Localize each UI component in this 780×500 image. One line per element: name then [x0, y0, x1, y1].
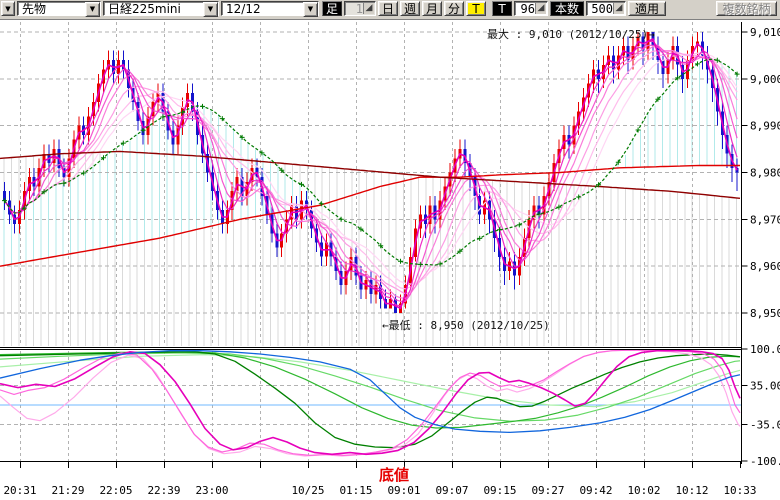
- min-price-annotation: ←最低 : 8,950 (2012/10/25): [382, 319, 550, 332]
- green-ma-layer: [2, 57, 740, 267]
- spinner-icon[interactable]: ◢: [613, 3, 624, 14]
- market-value: 先物: [22, 2, 47, 16]
- bar-count-button[interactable]: 本数: [550, 1, 584, 16]
- svg-text:09:15: 09:15: [483, 484, 516, 497]
- svg-text:22:39: 22:39: [147, 484, 180, 497]
- max-price-annotation: 最大 : 9,010 (2012/10/25)→: [487, 28, 655, 41]
- svg-text:35.00: 35.00: [750, 379, 780, 392]
- spinner-icon[interactable]: ◢: [363, 3, 374, 14]
- svg-text:-35.0: -35.0: [750, 419, 780, 432]
- axis-layer: 9,010 9,000 8,990 8,980 8,970 8,960 8,950 100.0…: [3, 22, 780, 497]
- svg-text:-100.: -100.: [750, 455, 780, 468]
- svg-text:8,980: 8,980: [750, 167, 780, 180]
- bottom-price-label: 底値: [379, 466, 410, 484]
- svg-text:10:33: 10:33: [723, 484, 756, 497]
- svg-text:100.0: 100.0: [750, 343, 780, 356]
- svg-text:8,960: 8,960: [750, 260, 780, 273]
- t-mode-button[interactable]: T: [492, 1, 512, 16]
- svg-text:10/25: 10/25: [291, 484, 324, 497]
- spinner-icon[interactable]: ◢: [535, 3, 546, 14]
- svg-text:09:42: 09:42: [579, 484, 612, 497]
- day-button[interactable]: 日: [378, 1, 398, 16]
- svg-text:10:12: 10:12: [675, 484, 708, 497]
- contract-value: 12/12: [226, 2, 261, 16]
- count-value: 500: [591, 2, 613, 16]
- history-dropdown-button[interactable]: ▼: [1, 1, 15, 16]
- price-chart-canvas[interactable]: 9,010 9,000 8,990 8,980 8,970 8,960 8,950 100.0…: [0, 20, 780, 500]
- svg-text:22:05: 22:05: [99, 484, 132, 497]
- svg-text:8,970: 8,970: [750, 213, 780, 226]
- svg-text:9,010: 9,010: [750, 26, 780, 39]
- ashi-button[interactable]: 足: [322, 1, 342, 16]
- interval-value: 1: [355, 2, 363, 16]
- svg-text:23:00: 23:00: [195, 484, 228, 497]
- chart-area: 9,010 9,000 8,990 8,980 8,970 8,960 8,950 100.0…: [0, 20, 780, 500]
- svg-text:20:31: 20:31: [3, 484, 36, 497]
- svg-text:8,950: 8,950: [750, 307, 780, 320]
- svg-text:09:01: 09:01: [387, 484, 420, 497]
- svg-text:8,990: 8,990: [750, 120, 780, 133]
- apply-button[interactable]: 適用: [628, 1, 666, 16]
- symbol-select[interactable]: 日経225mini ▼: [103, 1, 219, 17]
- count-input[interactable]: 500 ◢: [586, 1, 626, 16]
- symbol-value: 日経225mini: [108, 2, 181, 16]
- svg-text:9,000: 9,000: [750, 73, 780, 86]
- svg-text:09:27: 09:27: [531, 484, 564, 497]
- contract-month-select[interactable]: 12/12 ▼: [221, 1, 319, 17]
- minute-button[interactable]: 分: [444, 1, 464, 16]
- bars-input[interactable]: 96 ◢: [514, 1, 548, 16]
- bars-value: 96: [520, 2, 535, 16]
- svg-text:21:29: 21:29: [51, 484, 84, 497]
- svg-text:10:02: 10:02: [627, 484, 660, 497]
- svg-text:09:07: 09:07: [435, 484, 468, 497]
- toolbar: ▼ 先物 ▼ 日経225mini ▼ 12/12 ▼ 足 1 ◢ 日 週 月 分…: [0, 0, 780, 20]
- chevron-down-icon[interactable]: ▼: [85, 2, 100, 17]
- tick-button[interactable]: T: [466, 1, 486, 16]
- sub-panel-layer: [0, 346, 742, 463]
- ma-ribbon-layer: [3, 38, 738, 310]
- chevron-down-icon[interactable]: ▼: [203, 2, 218, 17]
- chevron-down-icon[interactable]: ▼: [303, 2, 318, 17]
- hatch-layer: [3, 59, 738, 346]
- week-button[interactable]: 週: [400, 1, 420, 16]
- svg-text:01:15: 01:15: [339, 484, 372, 497]
- market-select[interactable]: 先物 ▼: [17, 1, 101, 17]
- long-ma-layer: [0, 150, 741, 267]
- multi-symbol-button: 複数銘柄: [716, 1, 777, 16]
- interval-input[interactable]: 1 ◢: [344, 1, 376, 16]
- month-button[interactable]: 月: [422, 1, 442, 16]
